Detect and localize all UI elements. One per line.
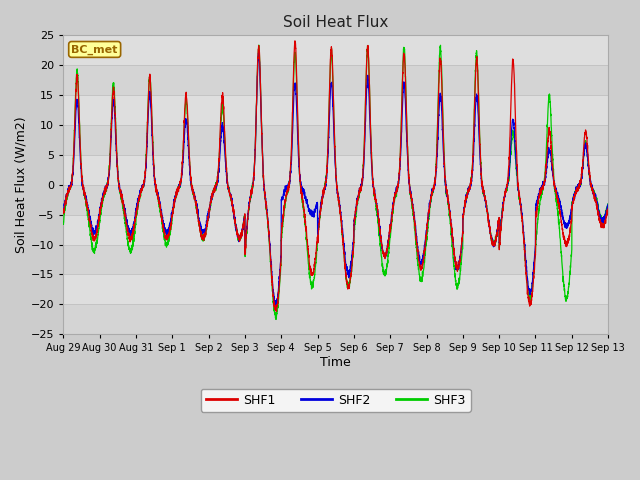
Bar bbox=[63, 215, 608, 244]
Bar bbox=[63, 65, 608, 95]
Y-axis label: Soil Heat Flux (W/m2): Soil Heat Flux (W/m2) bbox=[15, 117, 28, 253]
Bar bbox=[63, 95, 608, 125]
X-axis label: Time: Time bbox=[321, 356, 351, 369]
Bar bbox=[63, 304, 608, 334]
Bar bbox=[63, 125, 608, 155]
Bar bbox=[63, 36, 608, 65]
Bar bbox=[63, 155, 608, 185]
Title: Soil Heat Flux: Soil Heat Flux bbox=[283, 15, 388, 30]
Bar bbox=[63, 185, 608, 215]
Bar bbox=[63, 275, 608, 304]
Bar bbox=[63, 244, 608, 275]
Text: BC_met: BC_met bbox=[72, 44, 118, 55]
Legend: SHF1, SHF2, SHF3: SHF1, SHF2, SHF3 bbox=[201, 389, 470, 411]
